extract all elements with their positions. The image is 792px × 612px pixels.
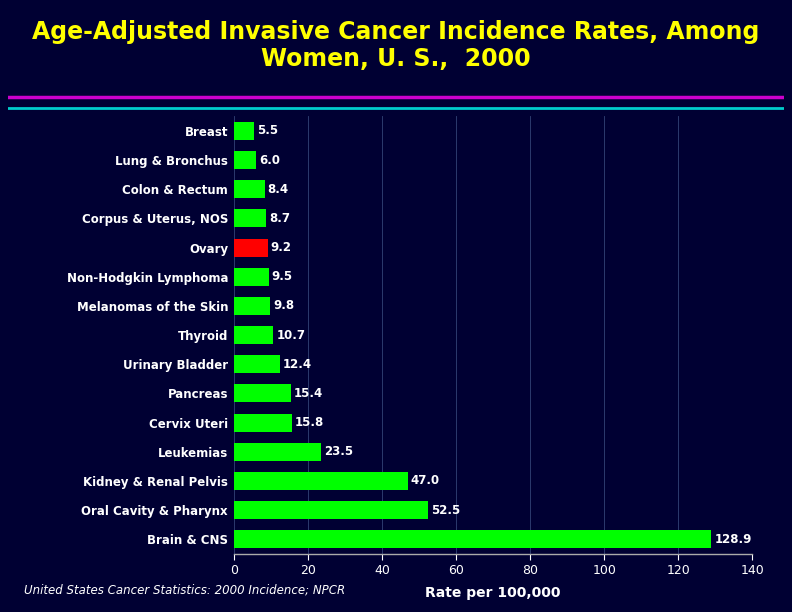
Text: Age-Adjusted Invasive Cancer Incidence Rates, Among
Women, U. S.,  2000: Age-Adjusted Invasive Cancer Incidence R… (32, 20, 760, 72)
Bar (234, 326, 273, 344)
Bar (234, 384, 291, 403)
Bar (234, 355, 280, 373)
Text: 52.5: 52.5 (431, 504, 460, 517)
Bar (234, 239, 268, 256)
Bar (234, 267, 268, 286)
Text: 15.8: 15.8 (295, 416, 325, 429)
Bar (234, 122, 254, 140)
Text: 23.5: 23.5 (324, 446, 352, 458)
Bar (234, 151, 256, 169)
Text: 6.0: 6.0 (259, 154, 280, 166)
Text: 8.7: 8.7 (268, 212, 290, 225)
Bar (234, 530, 711, 548)
Bar (234, 414, 292, 431)
Text: 47.0: 47.0 (411, 474, 440, 487)
Text: 128.9: 128.9 (714, 533, 752, 546)
Text: 15.4: 15.4 (294, 387, 323, 400)
Text: 9.8: 9.8 (273, 299, 294, 312)
Text: 9.5: 9.5 (272, 271, 293, 283)
Text: 9.2: 9.2 (271, 241, 291, 254)
Bar (234, 209, 266, 228)
Text: United States Cancer Statistics: 2000 Incidence; NPCR: United States Cancer Statistics: 2000 In… (24, 584, 345, 597)
Bar (234, 297, 270, 315)
Text: 8.4: 8.4 (268, 183, 289, 196)
Bar (234, 180, 265, 198)
X-axis label: Rate per 100,000: Rate per 100,000 (425, 586, 561, 600)
Bar (234, 501, 428, 519)
Bar (234, 442, 321, 461)
Bar (234, 472, 408, 490)
Text: 10.7: 10.7 (276, 329, 305, 341)
Text: 5.5: 5.5 (257, 124, 278, 137)
Text: 12.4: 12.4 (283, 358, 312, 371)
